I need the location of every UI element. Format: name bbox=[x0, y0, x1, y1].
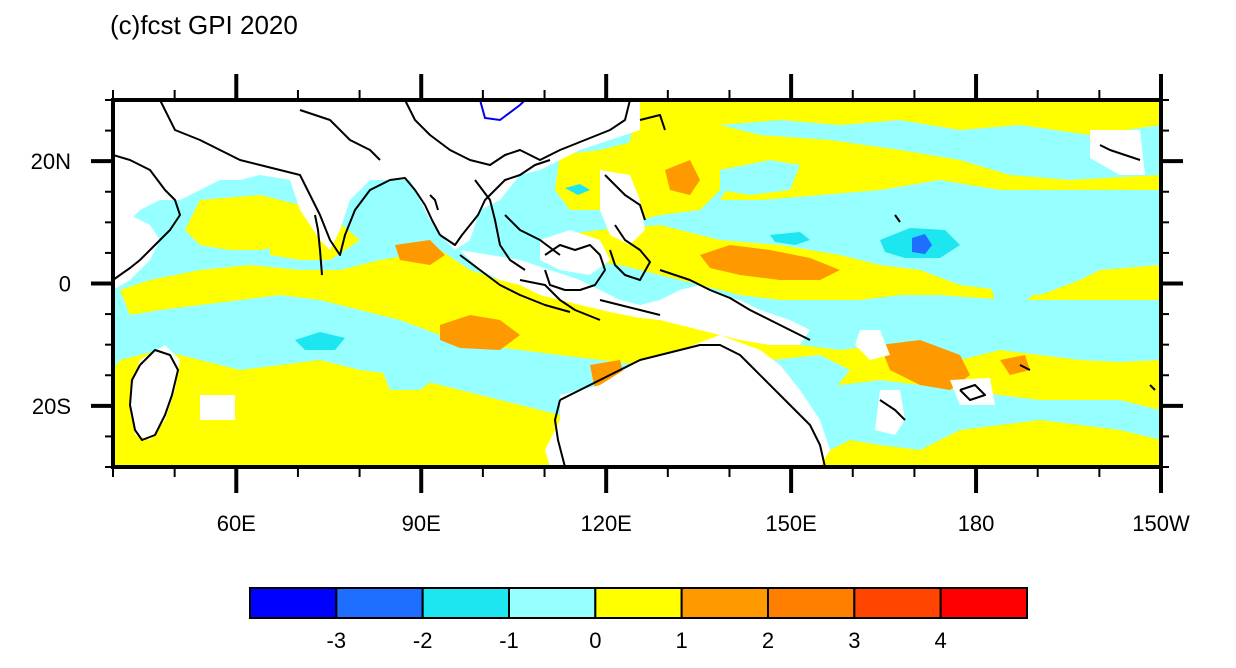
x-tick-label: 60E bbox=[217, 511, 256, 536]
land-mask bbox=[113, 100, 1145, 467]
map-plot-area bbox=[113, 100, 1161, 467]
colorbar-swatch bbox=[594, 587, 683, 619]
colorbar-swatch bbox=[680, 587, 770, 619]
y-tick-label: 20S bbox=[32, 394, 71, 419]
colorbar-swatch bbox=[335, 587, 424, 619]
anomaly-orange-regions bbox=[395, 160, 1030, 395]
colorbar-label: -2 bbox=[413, 628, 433, 653]
colorbar-label: 4 bbox=[935, 628, 947, 653]
map-title: (c)fcst GPI 2020 bbox=[110, 10, 298, 40]
lake-outline bbox=[479, 100, 526, 122]
colorbar-swatch bbox=[508, 587, 597, 619]
colorbar-label: 2 bbox=[762, 628, 774, 653]
coastlines bbox=[113, 100, 1156, 467]
y-tick-label: 0 bbox=[59, 272, 71, 297]
colorbar-swatch bbox=[421, 587, 510, 619]
colorbar-swatch bbox=[939, 587, 1029, 619]
colorbar: -3 -2 -1 0 1 2 3 4 bbox=[249, 587, 1029, 653]
anomaly-blue-patch bbox=[912, 234, 932, 254]
x-tick-label: 90E bbox=[402, 511, 441, 536]
x-tick-label: 120E bbox=[580, 511, 631, 536]
x-tick-label: 150E bbox=[765, 511, 816, 536]
colorbar-label: -1 bbox=[499, 628, 519, 653]
colorbar-swatch bbox=[853, 587, 942, 619]
y-tick-label: 20N bbox=[31, 149, 71, 174]
colorbar-label: 1 bbox=[676, 628, 688, 653]
colorbar-label: 0 bbox=[589, 628, 601, 653]
x-tick-label: 150W bbox=[1132, 511, 1190, 536]
colorbar-label: 3 bbox=[848, 628, 860, 653]
colorbar-label: -3 bbox=[327, 628, 347, 653]
colorbar-swatch bbox=[249, 587, 338, 619]
x-tick-label: 180 bbox=[958, 511, 995, 536]
axis-ticks: 60E 90E 120E 150E 180 150W 20N 0 20S bbox=[31, 74, 1190, 536]
colorbar-swatch bbox=[767, 587, 856, 619]
